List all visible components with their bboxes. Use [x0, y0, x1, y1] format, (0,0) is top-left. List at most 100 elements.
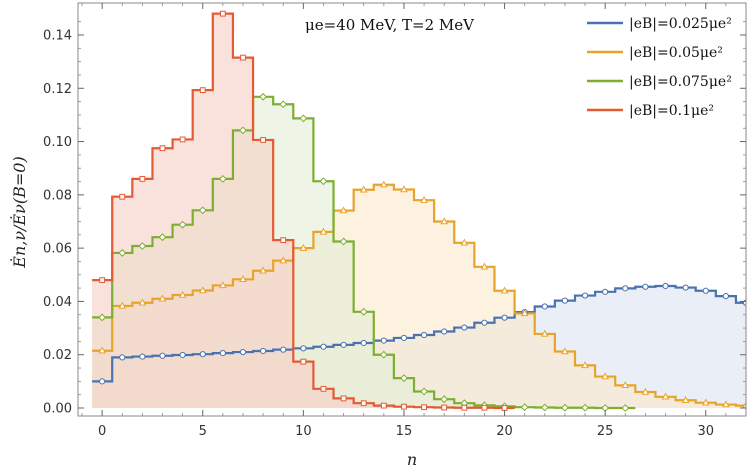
- data-point: [401, 403, 407, 410]
- data-point: [380, 402, 387, 409]
- data-point: [199, 351, 206, 358]
- x-tick-label: 30: [697, 424, 714, 439]
- data-point: [199, 87, 206, 94]
- chart-annotation: μe=40 MeV, T=2 MeV: [305, 16, 475, 34]
- data-point: [441, 404, 448, 411]
- series-line-0: [92, 284, 746, 383]
- data-point: [99, 378, 106, 385]
- data-point: [239, 348, 247, 356]
- data-point: [540, 329, 549, 337]
- y-tick-label: 0.10: [43, 135, 72, 150]
- series-line-1: [92, 183, 746, 407]
- legend: |eB|=0.025μe² |eB|=0.05μe² |eB|=0.075μe² |e…: [587, 16, 732, 119]
- data-point: [279, 256, 288, 264]
- data-point: [642, 283, 649, 290]
- data-point: [178, 220, 187, 229]
- data-point: [400, 374, 408, 383]
- legend-label: |eB|=0.1μe²: [629, 103, 714, 119]
- data-point: [481, 404, 488, 411]
- data-point: [320, 385, 327, 392]
- data-point: [602, 288, 609, 295]
- data-point: [520, 309, 529, 317]
- data-point: [581, 361, 589, 369]
- data-point: [701, 398, 710, 406]
- data-point: [260, 137, 267, 143]
- legend-label: |eB|=0.05μe²: [629, 45, 723, 61]
- data-point: [420, 387, 428, 396]
- data-point: [279, 100, 288, 109]
- data-point: [661, 392, 670, 400]
- data-point: [379, 180, 388, 188]
- data-point: [340, 341, 347, 348]
- data-point: [480, 262, 489, 270]
- data-point: [501, 314, 508, 321]
- data-point: [119, 193, 126, 200]
- x-axis-ticks: 0 5 10 15 20 25 30: [81, 3, 747, 439]
- data-point: [158, 294, 167, 302]
- data-point: [441, 328, 448, 335]
- plot-frame: [77, 2, 747, 417]
- data-point: [159, 352, 166, 359]
- y-axis-title: Ėn,ν/Ėν(B=0): [9, 156, 29, 268]
- data-point: [139, 353, 146, 360]
- data-point: [319, 227, 328, 235]
- data-point: [400, 334, 408, 342]
- data-point: [119, 354, 126, 361]
- data-point: [280, 237, 287, 244]
- data-point: [561, 297, 569, 304]
- legend-label: |eB|=0.075μe²: [629, 74, 732, 90]
- data-point: [681, 396, 690, 403]
- data-point: [722, 400, 730, 408]
- data-point: [500, 286, 509, 294]
- data-point: [520, 403, 529, 412]
- data-point: [98, 313, 107, 322]
- data-point: [340, 395, 347, 402]
- x-tick-label: 20: [496, 424, 513, 439]
- x-tick-label: 5: [199, 424, 207, 439]
- data-point: [260, 347, 267, 355]
- data-point: [219, 281, 227, 289]
- data-point: [299, 114, 308, 123]
- data-point: [420, 331, 428, 339]
- data-point: [460, 238, 469, 246]
- y-tick-label: 0.06: [43, 242, 72, 257]
- data-point: [198, 286, 207, 294]
- data-point: [259, 92, 268, 101]
- legend-label: |eB|=0.025μe²: [629, 16, 732, 32]
- data-point: [239, 126, 247, 135]
- data-point: [240, 54, 246, 61]
- plot-border: [77, 2, 747, 417]
- y-axis-ticks: 0.00 0.02 0.04 0.06 0.08 0.10 0.12 0.14: [43, 21, 746, 417]
- data-point: [138, 298, 147, 306]
- data-point: [581, 403, 589, 412]
- data-point: [198, 206, 207, 215]
- data-point: [280, 346, 287, 353]
- data-point: [359, 307, 368, 316]
- x-tick-label: 0: [98, 424, 106, 439]
- data-point: [561, 403, 569, 412]
- data-point: [360, 400, 367, 407]
- data-point: [662, 282, 669, 290]
- data-point: [219, 10, 226, 17]
- y-tick-label: 0.02: [43, 348, 72, 363]
- data-point: [540, 403, 549, 412]
- data-point: [139, 175, 146, 182]
- series-markers: [98, 10, 746, 412]
- data-point: [319, 177, 328, 186]
- data-point: [461, 404, 468, 411]
- series-line-3: [92, 12, 515, 410]
- x-tick-label: 15: [396, 424, 413, 439]
- series-fills: [92, 13, 746, 409]
- data-point: [742, 401, 746, 409]
- x-tick-label: 10: [295, 424, 312, 439]
- data-point: [339, 237, 348, 246]
- data-point: [259, 266, 267, 274]
- data-point: [98, 346, 106, 354]
- x-tick-label: 25: [597, 424, 614, 439]
- data-point: [178, 290, 187, 298]
- y-tick-label: 0.00: [43, 402, 72, 417]
- data-point: [300, 345, 307, 352]
- data-point: [461, 324, 468, 331]
- data-point: [118, 249, 127, 257]
- data-point: [380, 337, 387, 344]
